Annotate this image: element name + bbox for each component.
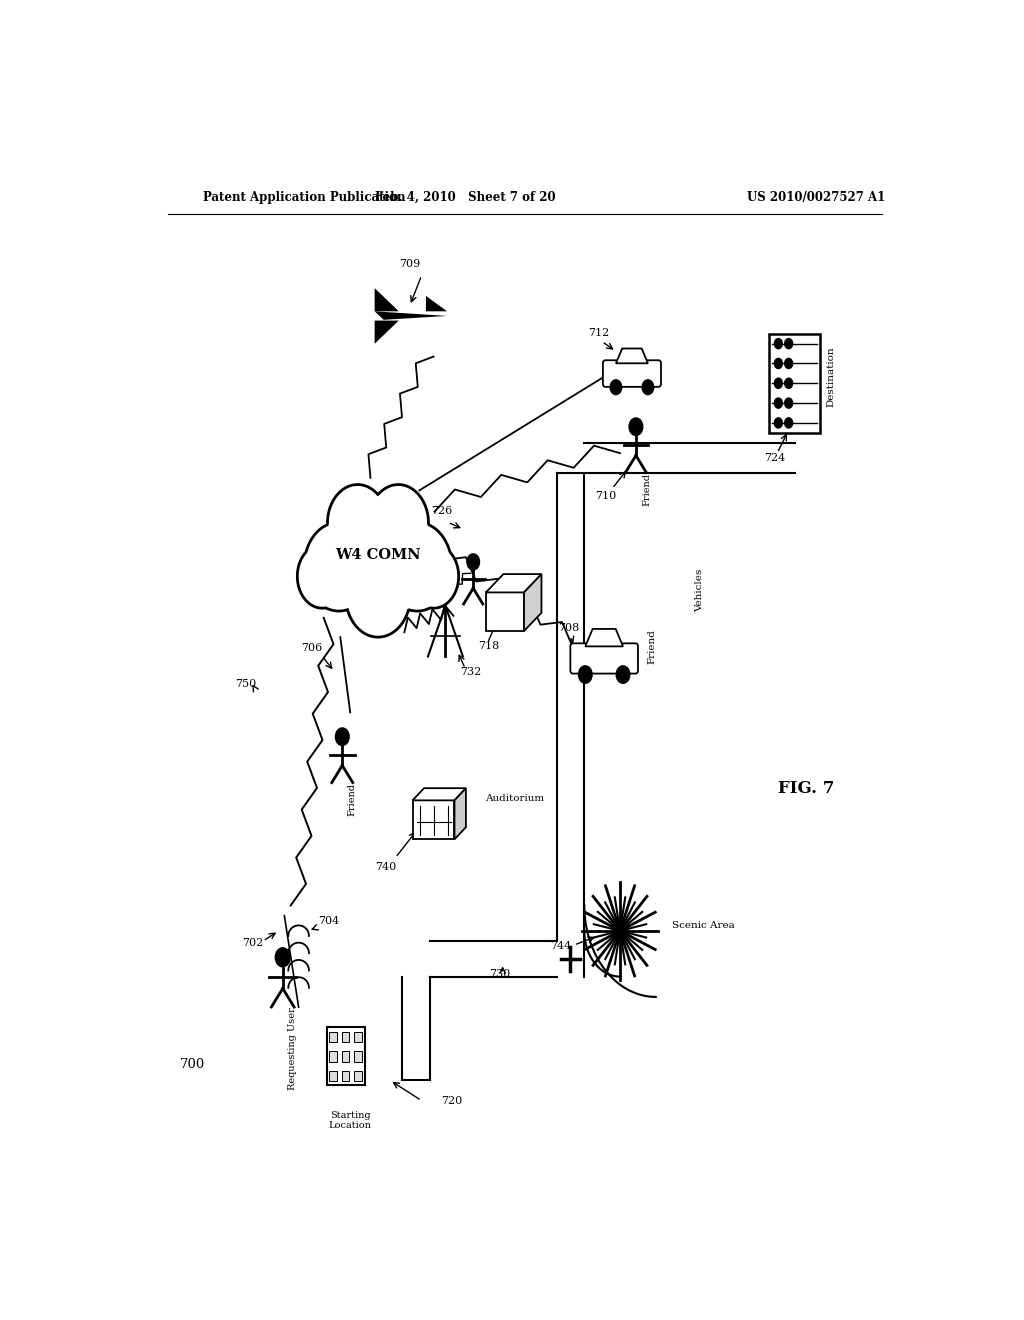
Circle shape [579,665,592,684]
Bar [354,1032,362,1043]
Bar [329,1032,337,1043]
Bar [354,1052,362,1061]
Text: 732: 732 [460,667,481,677]
Polygon shape [586,628,623,647]
Polygon shape [524,574,542,631]
Polygon shape [616,348,648,363]
Circle shape [336,727,349,746]
Polygon shape [375,312,447,319]
Text: Friend: Friend [348,784,356,817]
Text: 709: 709 [399,259,421,269]
Bar [329,1052,337,1061]
Circle shape [784,338,793,348]
Text: 700: 700 [179,1059,205,1071]
Text: W4 COMN: W4 COMN [335,548,421,562]
Text: 750: 750 [234,678,256,689]
Circle shape [784,358,793,368]
Bar [329,1071,337,1081]
Circle shape [642,380,653,395]
Bar [354,1071,362,1081]
Circle shape [629,418,643,436]
Text: Friend: Friend [642,474,651,507]
Polygon shape [375,288,398,312]
Bar [342,1052,349,1061]
Text: 710: 710 [595,491,616,500]
Text: Destination: Destination [826,347,836,408]
Text: 730: 730 [488,969,510,978]
Text: Auditorium: Auditorium [485,795,544,804]
Text: Scenic Area: Scenic Area [672,921,734,931]
Polygon shape [455,788,466,840]
Circle shape [784,418,793,428]
Circle shape [275,948,290,966]
Circle shape [774,379,782,388]
Text: 740: 740 [375,862,396,873]
Circle shape [610,380,622,395]
Text: Friend: Friend [648,628,656,664]
Polygon shape [413,788,466,800]
FancyBboxPatch shape [570,643,638,673]
Bar [328,1027,366,1085]
Text: Requesting User: Requesting User [288,1007,297,1090]
Polygon shape [486,574,542,593]
Text: Patent Application Publication: Patent Application Publication [204,190,406,203]
Bar [769,334,820,433]
Polygon shape [426,296,447,312]
Circle shape [467,554,479,570]
Circle shape [784,399,793,408]
Text: 702: 702 [242,939,263,948]
Text: 744: 744 [550,941,571,952]
Circle shape [774,399,782,408]
Text: Feb. 4, 2010   Sheet 7 of 20: Feb. 4, 2010 Sheet 7 of 20 [375,190,556,203]
Text: 726: 726 [431,506,453,516]
Text: 704: 704 [318,916,340,925]
Text: 708: 708 [558,623,580,634]
Bar [413,800,455,840]
Text: 706: 706 [301,643,323,653]
Circle shape [784,379,793,388]
Bar [342,1032,349,1043]
Circle shape [613,923,627,940]
Text: US 2010/0027527 A1: US 2010/0027527 A1 [748,190,886,203]
Text: 712: 712 [588,329,609,338]
Circle shape [616,665,630,684]
Text: 720: 720 [441,1096,463,1106]
Text: Vehicles: Vehicles [695,569,703,611]
Text: FIG. 7: FIG. 7 [778,780,835,797]
Circle shape [774,358,782,368]
Bar [342,1071,349,1081]
Bar [486,593,524,631]
Text: 718: 718 [478,642,500,651]
Polygon shape [375,321,398,343]
Circle shape [774,338,782,348]
Polygon shape [297,484,459,638]
Text: 724: 724 [764,453,785,463]
Text: Starting
Location: Starting Location [329,1110,372,1130]
Circle shape [774,418,782,428]
FancyBboxPatch shape [603,360,660,387]
